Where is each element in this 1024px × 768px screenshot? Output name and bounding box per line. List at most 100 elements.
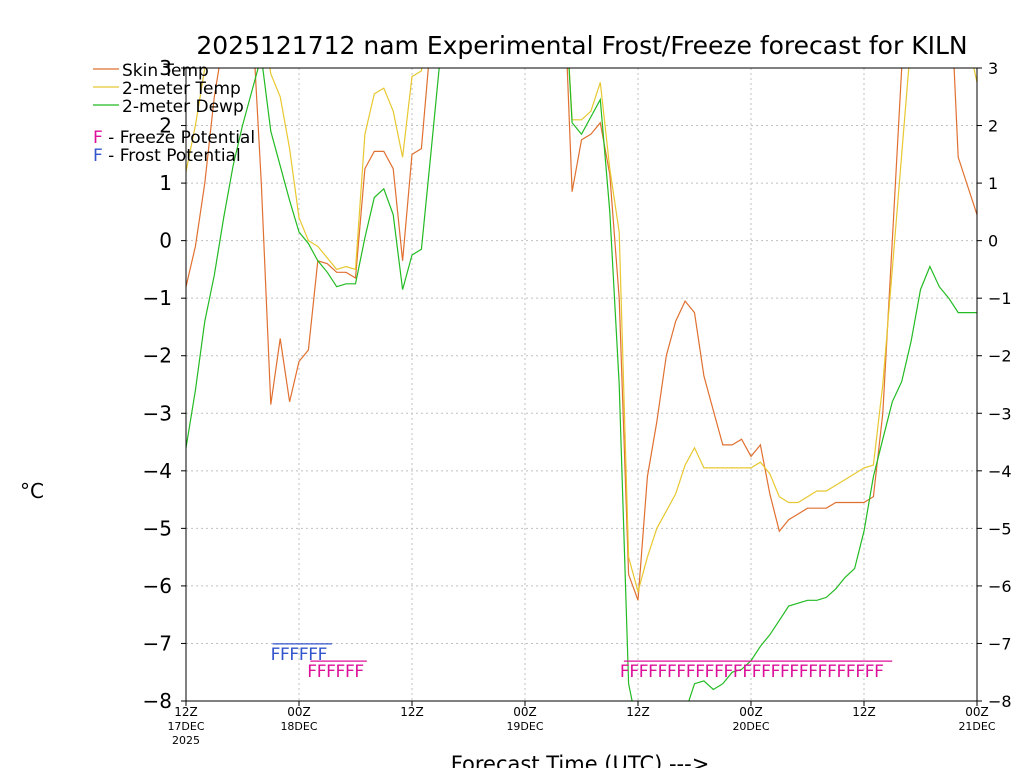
legend-label-2m-temp: 2-meter Temp [122, 79, 241, 99]
x-tick-date: 21DEC [958, 720, 995, 733]
freeze-marker: F [639, 662, 649, 682]
y-tick-label-left: −4 [143, 459, 172, 483]
x-tick-date: 17DEC [167, 720, 204, 733]
series-layer [186, 68, 977, 701]
freeze-marker: F [354, 662, 364, 682]
legend-frost-potential: F - Frost Potential [93, 146, 241, 166]
x-tick-date: 18DEC [280, 720, 317, 733]
y-tick-label-right: 1 [988, 174, 998, 193]
legend-frost-label: - Frost Potential [103, 146, 241, 166]
y-tick-label-right: −8 [988, 692, 1012, 711]
freeze-marker: F [326, 662, 336, 682]
x-tick-date: 19DEC [506, 720, 543, 733]
frost-marker: F [308, 645, 318, 665]
y-tick-label-left: −7 [143, 631, 172, 655]
y-tick-label-right: −4 [988, 462, 1012, 481]
freeze-marker: F [865, 662, 875, 682]
freeze-marker: F [771, 662, 781, 682]
freeze-marker: F [686, 662, 696, 682]
x-tick-time: 12Z [852, 705, 876, 719]
frost-marker: F [280, 645, 290, 665]
y-tick-label-left: −1 [143, 286, 172, 310]
frost-marker: F [318, 645, 328, 665]
x-tick-time: 12Z [174, 705, 198, 719]
y-tick-label-right: 2 [988, 117, 998, 136]
freeze-marker: F [789, 662, 799, 682]
freeze-marker: F [780, 662, 790, 682]
x-tick-time: 00Z [287, 705, 311, 719]
legend-frost-letter: F [93, 146, 103, 166]
legend-freeze-potential: F - Freeze Potential [93, 128, 255, 148]
y-tick-label-left: −5 [143, 516, 172, 540]
freeze-marker: F [307, 662, 317, 682]
x-axis-label: Forecast Time (UTC) ---> [451, 752, 710, 768]
freeze-marker: F [761, 662, 771, 682]
potential-markers: F F F F F FF F F F F F F F F F F F F F F F F F F F F F F F F F F F F F F F F F [271, 643, 893, 682]
freeze-marker: F [837, 662, 847, 682]
y-tick-label-left: −6 [143, 574, 172, 598]
y-axis-right: −8 −7 −6 −5 −4 −3 −2 −1 0 1 2 3 [977, 59, 1012, 711]
freeze-marker: F [705, 662, 715, 682]
y-tick-label-left: 0 [159, 229, 172, 253]
y-tick-label-right: 0 [988, 232, 998, 251]
freeze-marker: F [874, 662, 884, 682]
legend-freeze-letter: F [93, 128, 103, 148]
freeze-marker: F [714, 662, 724, 682]
x-tick-time: 00Z [965, 705, 989, 719]
freeze-marker: F [742, 662, 752, 682]
y-tick-label-right: −2 [988, 347, 1012, 366]
freeze-marker: F [733, 662, 743, 682]
y-tick-label-left: 2 [159, 114, 172, 138]
freeze-marker: F [752, 662, 762, 682]
y-tick-label-left: −2 [143, 344, 172, 368]
x-tick-time: 00Z [513, 705, 537, 719]
freeze-marker: F [676, 662, 686, 682]
legend: Skin Temp 2-meter Temp 2-meter Dewp F - … [93, 61, 255, 166]
x-tick-date: 20DEC [732, 720, 769, 733]
freeze-marker: F [799, 662, 809, 682]
freeze-marker: F [724, 662, 734, 682]
freeze-marker: F [667, 662, 677, 682]
y-axis-left: −8 −7 −6 −5 −4 −3 −2 −1 0 1 2 3 [143, 56, 186, 713]
legend-label-skin-temp: Skin Temp [122, 61, 209, 81]
freeze-marker: F [658, 662, 668, 682]
freeze-marker: F [695, 662, 705, 682]
legend-label-2m-dewp: 2-meter Dewp [122, 97, 244, 117]
frost-marker: F [271, 645, 281, 665]
y-tick-label-left: 1 [159, 171, 172, 195]
frost-marker: F [299, 645, 309, 665]
x-tick-time: 12Z [626, 705, 650, 719]
freeze-marker: F [317, 662, 327, 682]
series-line-2-meter-temp [186, 68, 977, 594]
x-tick-time: 12Z [400, 705, 424, 719]
grid-lines [186, 68, 977, 701]
y-tick-label-right: −5 [988, 519, 1012, 538]
series-line-2-meter-dewp [186, 68, 977, 701]
y-tick-label-right: −7 [988, 634, 1012, 653]
x-tick-time: 00Z [739, 705, 763, 719]
freeze-marker: F [345, 662, 355, 682]
freeze-marker: F [648, 662, 658, 682]
chart-title: 2025121712 nam Experimental Frost/Freeze… [196, 31, 967, 60]
x-tick-year: 2025 [172, 734, 200, 747]
y-tick-label-left: −8 [143, 689, 172, 713]
freeze-marker: F [808, 662, 818, 682]
y-tick-label-left: 3 [159, 56, 172, 80]
y-tick-label-right: −3 [988, 404, 1012, 423]
y-tick-label-right: −1 [988, 289, 1012, 308]
freeze-marker: F [336, 662, 346, 682]
plot-frame [185, 67, 978, 702]
y-tick-label-right: 3 [988, 59, 998, 78]
frost-marker: F [289, 645, 299, 665]
y-tick-label-left: −3 [143, 401, 172, 425]
y-axis-label: °C [20, 479, 44, 503]
freeze-marker: F [855, 662, 865, 682]
freeze-marker: F [629, 662, 639, 682]
series-line-skin-temp [186, 68, 977, 601]
legend-freeze-label: - Freeze Potential [103, 128, 255, 148]
freeze-marker: F [827, 662, 837, 682]
freeze-marker: F [818, 662, 828, 682]
